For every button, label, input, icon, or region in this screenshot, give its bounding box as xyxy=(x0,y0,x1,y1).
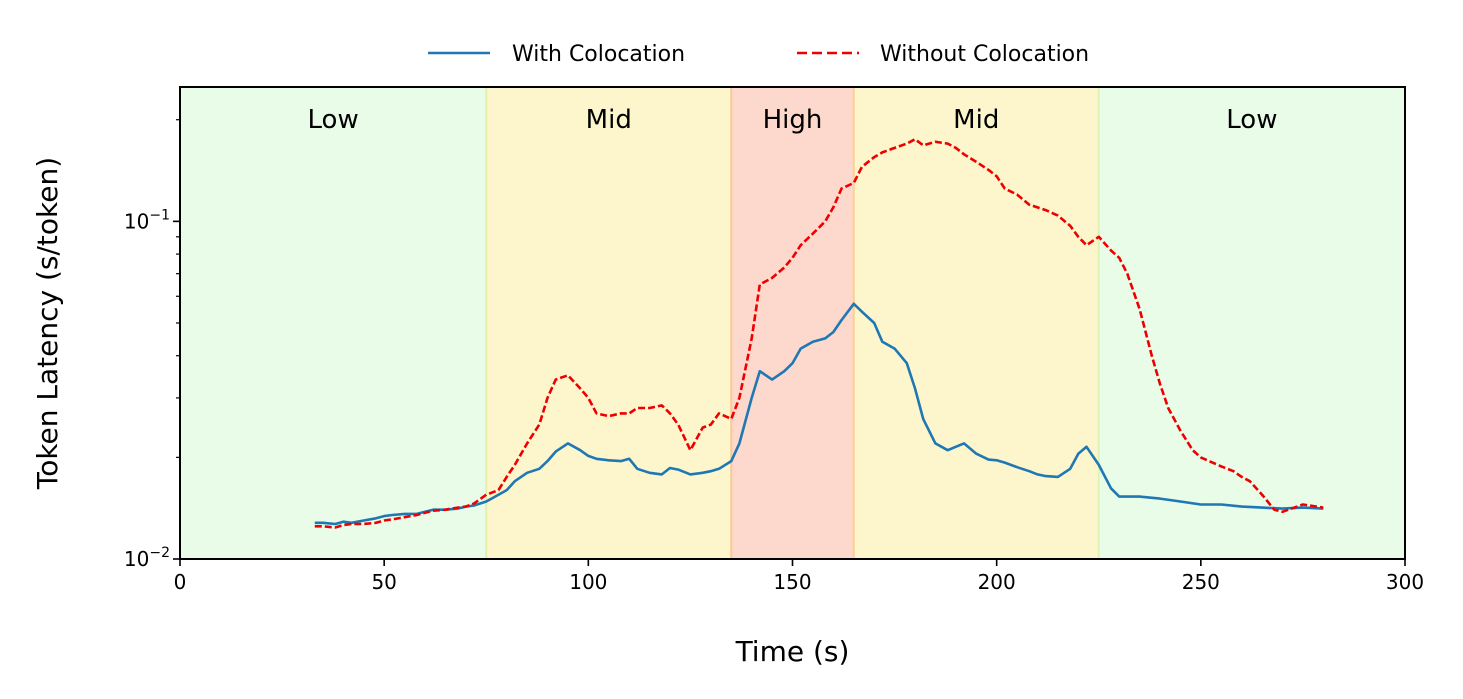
region-0-label: Low xyxy=(308,105,359,135)
x-axis: 0 50 100 150 200 250 300 xyxy=(174,559,1424,594)
x-tick-label-5: 250 xyxy=(1182,570,1220,594)
legend-label-1: Without Colocation xyxy=(880,42,1089,67)
region-1-label: Mid xyxy=(586,105,632,135)
x-tick-label-2: 100 xyxy=(569,570,607,594)
y-tick-label-0: 10−2 xyxy=(124,545,170,571)
region-0-band xyxy=(180,87,487,559)
legend: With Colocation Without Colocation xyxy=(428,42,1089,67)
x-tick-label-3: 150 xyxy=(773,570,811,594)
x-tick-label-0: 0 xyxy=(174,570,187,594)
y-axis-label: Token Latency (s/token) xyxy=(31,157,64,490)
load-regions: Low Mid High Mid Low xyxy=(180,87,1405,559)
x-tick-label-6: 300 xyxy=(1386,570,1424,594)
region-2-band xyxy=(731,87,854,559)
x-tick-label-4: 200 xyxy=(978,570,1016,594)
region-3-band xyxy=(853,87,1099,559)
region-4-band xyxy=(1098,87,1405,559)
series-line-1 xyxy=(314,138,1324,529)
x-tick-label-1: 50 xyxy=(371,570,396,594)
region-2-label: High xyxy=(763,105,823,135)
y-tick-label-1: 10−1 xyxy=(124,207,170,233)
region-1-band xyxy=(486,87,732,559)
legend-label-0: With Colocation xyxy=(512,42,685,67)
series-lines xyxy=(314,138,1324,529)
y-axis: 10−2 10−1 xyxy=(124,119,180,571)
region-3-label: Mid xyxy=(953,105,999,135)
region-4-label: Low xyxy=(1226,105,1277,135)
x-axis-label: Time (s) xyxy=(735,635,850,668)
